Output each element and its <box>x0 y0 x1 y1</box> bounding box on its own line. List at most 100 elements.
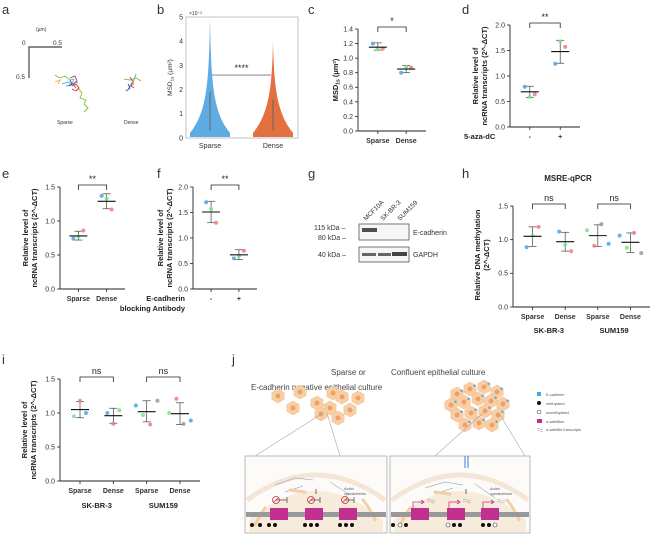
y-tick-label: 0.2 <box>343 114 353 121</box>
data-point <box>524 245 529 250</box>
chart-f-scatter: 0.0 0.5 1.0 1.5 2.0 - + ** Relative level of ncRN… <box>120 174 257 313</box>
ecadherin-marker <box>454 400 457 403</box>
y-tick-label: 0.5 <box>498 271 508 278</box>
y-axis-label-line1: Relative DNA methylation <box>473 209 482 300</box>
data-point <box>563 44 568 49</box>
x-tick-label: Dense <box>169 488 190 495</box>
data-point <box>399 70 404 75</box>
legend-swatch-ecadherin <box>537 392 541 396</box>
violin-sparse <box>190 17 230 137</box>
violin-dense <box>253 41 293 138</box>
y-tick-label: 0.0 <box>495 124 505 131</box>
y-tick-label: 5 <box>179 14 183 21</box>
data-point <box>76 234 81 239</box>
right-satellite-boxes <box>411 508 499 520</box>
label-sparse: Sparse <box>57 120 73 126</box>
y-tick-label: 1.0 <box>495 73 505 80</box>
data-point <box>148 422 153 427</box>
right-active-promoters <box>412 499 495 508</box>
legend-transcripts: α-satellite transcripts <box>546 428 581 432</box>
data-point <box>522 84 527 89</box>
x-tick-label: Sparse <box>135 488 158 495</box>
scale-bar <box>28 46 62 78</box>
significance-label: ns <box>159 366 169 376</box>
cell-nucleus <box>314 400 320 406</box>
chart-b-violin: 0 1 2 3 4 5 ×10⁻³ MSD1s (µm²) Sparse Dense **** <box>167 11 299 150</box>
y-tick-label: 0.0 <box>45 286 55 293</box>
y-tick-label: 0.5 <box>45 252 55 259</box>
right-cells <box>444 379 510 433</box>
y-axis-label-line2: ncRNA transcripts (2^-ΔCT) <box>165 188 174 288</box>
y-tick-label: 0.0 <box>45 478 55 485</box>
ecadherin-marker <box>488 406 491 409</box>
significance-bracket <box>529 22 561 28</box>
ecadherin-marker <box>506 399 509 402</box>
legend-unmethylated: unmethylated <box>546 411 569 415</box>
left-title-line2: E-cadherin negative epithelial culture <box>251 383 383 392</box>
ecadherin-marker <box>501 410 504 413</box>
y-tick-label: 1.0 <box>45 218 55 225</box>
x-tick-label: Dense <box>263 143 283 150</box>
dense-trajectories <box>123 73 142 92</box>
cell-nucleus <box>454 391 460 397</box>
data-point <box>536 224 541 229</box>
group-label: SUM159 <box>600 326 629 335</box>
y-tick-label: 0.4 <box>343 99 353 106</box>
significance-bracket <box>79 376 114 382</box>
chart-e-scatter: 0.0 0.5 1.0 1.5 Sparse Dense ** Relative level … <box>21 174 125 303</box>
y-axis-label-line2: (2^-ΔCT) <box>482 239 491 271</box>
right-transcripts <box>426 498 506 504</box>
significance-bracket <box>146 376 181 382</box>
legend-satellites: α-satellites <box>546 420 564 424</box>
x-tick-label: Dense <box>396 138 417 145</box>
data-point <box>553 61 558 66</box>
y-tick-label: 1.5 <box>45 184 55 191</box>
right-methyl-dots <box>391 522 498 528</box>
cell-nucleus <box>347 407 353 413</box>
panel-letter-f: f <box>157 166 161 181</box>
cell-nucleus <box>481 384 487 390</box>
chart-c-scatter: 0.0 0.2 0.4 0.6 0.8 1.0 1.2 1.4 Sparse Dense * MSD1… <box>331 16 426 145</box>
y-tick-label: 1.5 <box>178 210 188 217</box>
significance-label: ** <box>89 174 97 184</box>
ecadherin-marker <box>487 382 490 385</box>
cell-nucleus <box>461 399 467 405</box>
ecadherin-band-mcf10a <box>362 228 377 232</box>
significance-label: ** <box>541 12 549 22</box>
cell-nucleus <box>494 389 500 395</box>
data-point <box>370 41 375 46</box>
significance-bracket <box>77 184 108 190</box>
legend-ecadherin: E-cadherin <box>546 393 564 397</box>
ecadherin-marker <box>460 389 463 392</box>
panel-letter-i: i <box>2 352 5 367</box>
panel-letter-j: j <box>232 352 235 367</box>
cell-nucleus <box>500 401 506 407</box>
cell-nucleus <box>275 393 281 399</box>
ecadherin-marker <box>468 420 471 423</box>
x-axis-title: 5-aza-dC <box>464 132 496 141</box>
chart-d-scatter: 0.0 0.5 1.0 1.5 2.0 - + ** Relative level of ncRN… <box>464 12 580 141</box>
data-point <box>214 220 219 225</box>
cell-nucleus <box>467 386 473 392</box>
y-tick-label: 2.0 <box>178 184 188 191</box>
left-cells <box>271 384 365 426</box>
data-point <box>532 92 537 97</box>
legend-swatch-transcripts <box>536 428 544 432</box>
significance-bracket <box>532 203 566 209</box>
x-tick-label: + <box>558 134 562 141</box>
y-axis-label: Relative level of ncRNA transcripts (2^-Δ… <box>471 26 489 126</box>
ecadherin-marker <box>460 410 463 413</box>
y-axis-label-text: MSD1s (µm²) <box>167 59 175 96</box>
data-point <box>167 411 172 415</box>
y-axis-label: Relative level of ncRNA transcripts (2^-Δ… <box>156 188 174 288</box>
significance-label: ** <box>221 174 229 184</box>
x-tick-label: - <box>210 296 213 303</box>
y-tick-label: 0.0 <box>343 128 353 135</box>
significance-bracket <box>597 203 631 209</box>
y-axis-label: Relative level of ncRNA transcripts (2^-Δ… <box>21 188 39 288</box>
x-tick-label: Dense <box>555 314 576 321</box>
data-point <box>141 413 146 418</box>
x-tick-label: Dense <box>103 488 124 495</box>
lane-labels: MCF10A SK-BR-3 SUM159 <box>362 199 419 223</box>
data-point <box>557 229 562 234</box>
